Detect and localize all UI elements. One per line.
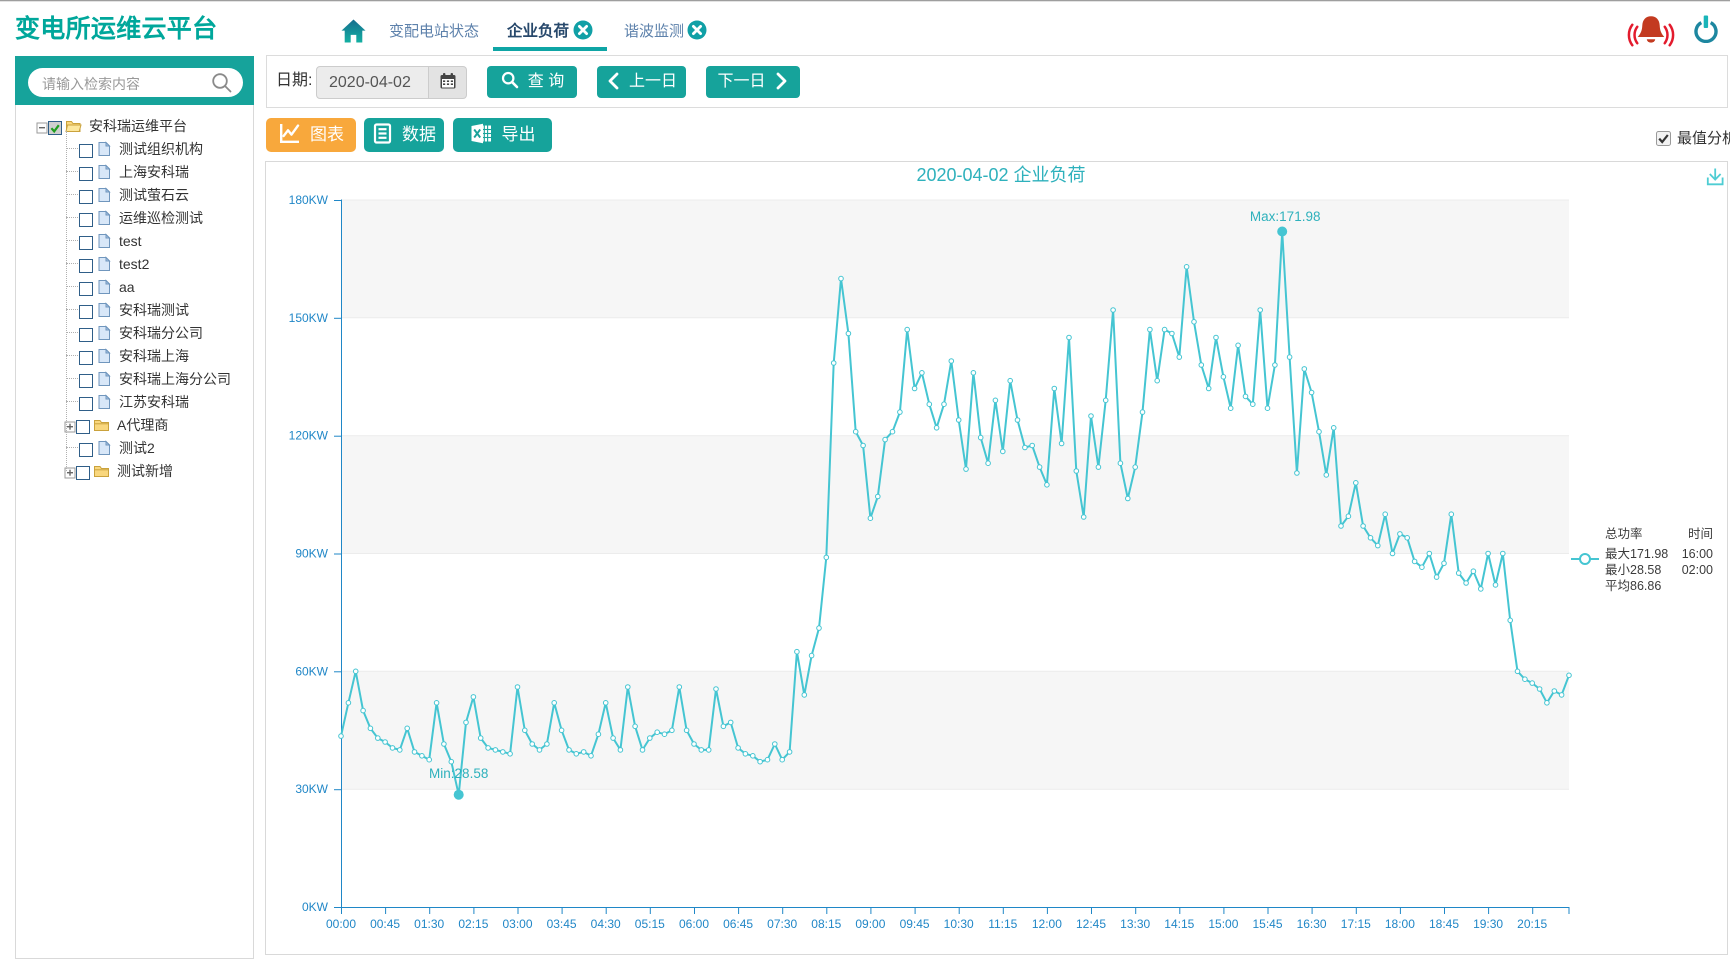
svg-text:14:15: 14:15 [1164, 917, 1194, 931]
svg-text:04:30: 04:30 [591, 917, 621, 931]
svg-text:09:45: 09:45 [900, 917, 930, 931]
svg-text:15:00: 15:00 [1208, 917, 1238, 931]
svg-text:09:00: 09:00 [855, 917, 885, 931]
svg-text:03:00: 03:00 [502, 917, 532, 931]
svg-text:平均86.86: 平均86.86 [1605, 579, 1661, 593]
svg-text:02:00: 02:00 [1682, 563, 1713, 577]
svg-text:12:45: 12:45 [1076, 917, 1106, 931]
svg-text:01:30: 01:30 [414, 917, 444, 931]
svg-text:Max:171.98: Max:171.98 [1250, 209, 1321, 224]
svg-text:06:00: 06:00 [679, 917, 709, 931]
svg-text:时间: 时间 [1688, 527, 1713, 541]
svg-text:18:45: 18:45 [1429, 917, 1459, 931]
svg-text:20:15: 20:15 [1517, 917, 1547, 931]
svg-text:150KW: 150KW [289, 311, 329, 325]
svg-text:Min:28.58: Min:28.58 [429, 766, 488, 781]
svg-text:0KW: 0KW [302, 900, 329, 914]
svg-text:00:45: 00:45 [370, 917, 400, 931]
svg-text:最小28.58: 最小28.58 [1605, 563, 1661, 577]
svg-text:03:45: 03:45 [547, 917, 577, 931]
svg-text:06:45: 06:45 [723, 917, 753, 931]
svg-text:18:00: 18:00 [1385, 917, 1415, 931]
svg-text:07:30: 07:30 [767, 917, 797, 931]
svg-text:08:15: 08:15 [811, 917, 841, 931]
svg-text:120KW: 120KW [289, 429, 329, 443]
svg-text:90KW: 90KW [295, 547, 328, 561]
svg-text:11:15: 11:15 [988, 917, 1017, 931]
svg-text:180KW: 180KW [289, 193, 329, 207]
svg-text:12:00: 12:00 [1032, 917, 1062, 931]
svg-text:30KW: 30KW [295, 782, 328, 796]
svg-text:最大171.98: 最大171.98 [1605, 547, 1668, 561]
svg-text:60KW: 60KW [295, 664, 328, 678]
svg-text:17:15: 17:15 [1341, 917, 1371, 931]
svg-text:15:45: 15:45 [1252, 917, 1282, 931]
svg-text:13:30: 13:30 [1120, 917, 1150, 931]
svg-text:16:30: 16:30 [1297, 917, 1327, 931]
svg-text:2020-04-02 企业负荷: 2020-04-02 企业负荷 [916, 165, 1085, 185]
svg-text:16:00: 16:00 [1682, 547, 1713, 561]
svg-text:总功率: 总功率 [1605, 526, 1643, 541]
svg-text:00:00: 00:00 [326, 917, 356, 931]
svg-text:19:30: 19:30 [1473, 917, 1503, 931]
svg-text:02:15: 02:15 [458, 917, 488, 931]
svg-text:10:30: 10:30 [944, 917, 974, 931]
svg-text:05:15: 05:15 [635, 917, 665, 931]
